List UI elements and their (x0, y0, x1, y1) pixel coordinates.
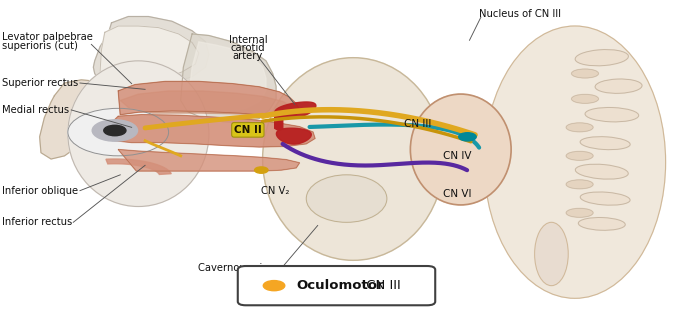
Circle shape (254, 167, 268, 173)
Ellipse shape (262, 58, 444, 260)
Polygon shape (275, 102, 316, 118)
Ellipse shape (411, 94, 511, 205)
Circle shape (68, 108, 169, 156)
Text: Medial rectus: Medial rectus (2, 105, 69, 115)
Ellipse shape (306, 175, 387, 222)
Text: Inferior oblique: Inferior oblique (2, 186, 78, 196)
Ellipse shape (485, 26, 666, 298)
Text: CN IV: CN IV (443, 151, 471, 162)
Ellipse shape (575, 50, 629, 66)
Polygon shape (106, 159, 171, 175)
Ellipse shape (595, 79, 642, 93)
Ellipse shape (575, 164, 629, 179)
Polygon shape (118, 81, 299, 116)
Polygon shape (275, 115, 283, 130)
Ellipse shape (68, 61, 209, 206)
Polygon shape (100, 26, 199, 80)
Text: CN III: CN III (404, 119, 431, 128)
Polygon shape (118, 149, 299, 171)
Polygon shape (277, 128, 312, 144)
Ellipse shape (580, 192, 630, 205)
Ellipse shape (571, 94, 598, 103)
Text: CN VI: CN VI (443, 189, 471, 199)
Ellipse shape (580, 137, 630, 150)
Text: Oculomotor: Oculomotor (296, 279, 384, 292)
Text: Levator palpebrae: Levator palpebrae (2, 32, 93, 42)
Ellipse shape (566, 123, 593, 132)
Ellipse shape (566, 151, 593, 160)
Text: CN III: CN III (362, 279, 400, 292)
Text: Internal: Internal (229, 35, 267, 45)
Text: Nucleus of CN III: Nucleus of CN III (479, 9, 561, 19)
Polygon shape (180, 34, 276, 123)
Circle shape (263, 280, 285, 291)
Ellipse shape (585, 107, 639, 122)
Circle shape (459, 133, 476, 141)
Ellipse shape (578, 218, 625, 230)
Text: CN V₂: CN V₂ (261, 186, 289, 196)
Text: superioris (cut): superioris (cut) (2, 41, 78, 51)
Text: Inferior rectus: Inferior rectus (2, 217, 72, 227)
Text: Cavernous sinus: Cavernous sinus (198, 263, 280, 273)
Text: carotid: carotid (231, 43, 265, 53)
Ellipse shape (571, 69, 598, 78)
Polygon shape (120, 91, 293, 115)
Polygon shape (188, 42, 266, 112)
Ellipse shape (566, 180, 593, 189)
Text: CN II: CN II (234, 125, 262, 135)
Text: artery: artery (233, 51, 263, 61)
Circle shape (92, 120, 137, 141)
Ellipse shape (534, 222, 568, 286)
Circle shape (104, 125, 126, 136)
Polygon shape (107, 115, 315, 147)
Ellipse shape (566, 208, 593, 217)
Polygon shape (94, 17, 209, 86)
Text: Superior rectus: Superior rectus (2, 78, 78, 88)
FancyBboxPatch shape (238, 266, 435, 305)
Polygon shape (40, 80, 108, 159)
